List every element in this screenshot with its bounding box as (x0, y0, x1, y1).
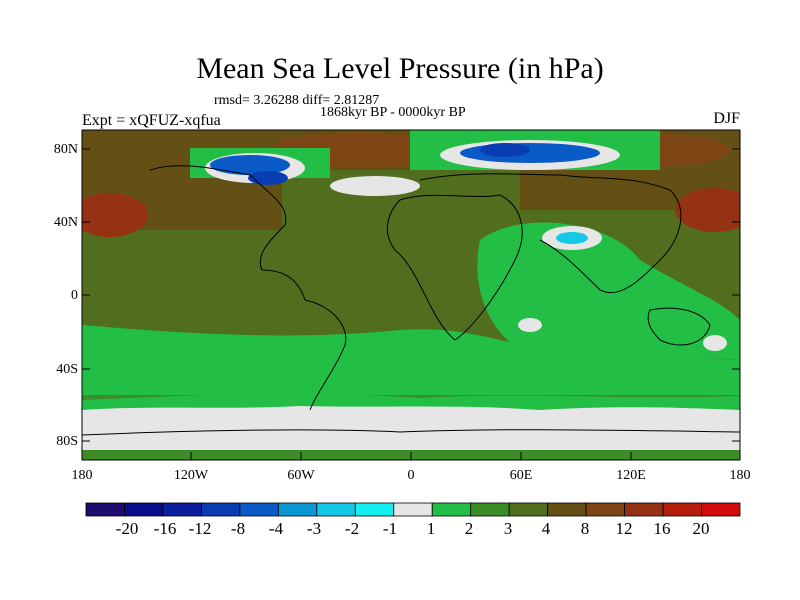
colorbar-label: -16 (153, 519, 177, 538)
colorbar-label: 20 (692, 519, 710, 538)
stats-line: rmsd= 3.26288 diff= 2.81287 (214, 93, 380, 108)
colorbar-swatch (393, 502, 433, 517)
colorbar-swatch (624, 502, 664, 517)
field-canada-low (210, 155, 290, 175)
colorbar-swatch (85, 502, 125, 517)
colorbar-swatch (316, 502, 356, 517)
coastline-australia (647, 307, 711, 346)
colorbar-swatch (162, 502, 202, 517)
field-tibet-low (556, 232, 588, 244)
colorbar-swatch (277, 502, 318, 517)
colorbar-label: 2 (464, 519, 474, 538)
experiment-label: Expt = xQFUZ-xqfua (82, 112, 221, 129)
colorbar-label: -3 (306, 519, 322, 538)
colorbar-label: 4 (541, 519, 551, 538)
field-canada-low-core (248, 171, 288, 185)
field-indian-ocean-white (518, 318, 542, 332)
field-pacific-high-east (675, 188, 740, 232)
colorbar-swatch (239, 502, 279, 517)
field-north-atlantic-white (330, 176, 420, 196)
pressure-field (82, 130, 740, 460)
field-arctic-low-core (480, 143, 530, 157)
field-antarctica-white (82, 406, 740, 450)
colorbar (85, 502, 741, 517)
field-indian-ocean (477, 222, 740, 360)
colorbar-label: -1 (382, 519, 398, 538)
colorbar-swatch (662, 502, 702, 517)
colorbar-label: 3 (503, 519, 513, 538)
period-line: 1868kyr BP - 0000kyr BP (320, 105, 466, 120)
lat-tick-label: 0 (71, 288, 78, 303)
colorbar-swatch (585, 502, 625, 517)
coastline-south-america (304, 299, 347, 411)
colorbar-label: -4 (268, 519, 284, 538)
colorbar-swatch (201, 502, 241, 517)
field-tasman-white (703, 335, 727, 351)
field-pacific-high-west (82, 193, 148, 237)
lon-tick-label: 60E (509, 468, 533, 483)
lat-tick-label: 40N (53, 215, 78, 230)
colorbar-label: -20 (115, 519, 139, 538)
colorbar-label: 16 (653, 519, 671, 538)
colorbar-label: 8 (580, 519, 590, 538)
colorbar-label: -8 (230, 519, 246, 538)
coastline-africa (386, 194, 523, 341)
colorbar-label: -12 (188, 519, 212, 538)
colorbar-label: -2 (344, 519, 360, 538)
lat-tick-label: 80N (53, 142, 78, 157)
coastline-antarctica (82, 429, 740, 436)
lon-tick-label: 120E (616, 468, 646, 483)
season-label: DJF (713, 110, 740, 127)
coastline-eurasia (419, 173, 682, 294)
colorbar-swatch (701, 502, 741, 517)
lon-tick-label: 120W (173, 468, 209, 483)
colorbar-swatch (124, 502, 164, 517)
lon-tick-label: 180 (729, 468, 751, 483)
colorbar-label: 1 (426, 519, 436, 538)
lon-tick-label: 180 (71, 468, 93, 483)
colorbar-swatch (431, 502, 472, 517)
map-title: Mean Sea Level Pressure (in hPa) (196, 52, 604, 85)
lon-tick-label: 0 (407, 468, 415, 483)
field-southern-ocean (82, 325, 740, 395)
field-arctic-low (460, 143, 600, 163)
lat-tick-label: 80S (56, 434, 78, 449)
colorbar-swatch (508, 502, 549, 517)
colorbar-swatch (354, 502, 395, 517)
colorbar-swatch (470, 502, 510, 517)
coastline-north-america (149, 165, 306, 301)
lon-tick-label: 60W (287, 468, 315, 483)
coastlines (82, 165, 740, 436)
lat-tick-label: 40S (56, 362, 78, 377)
colorbar-swatch (547, 502, 587, 517)
colorbar-label: 12 (615, 519, 633, 538)
axis-ticks (81, 148, 741, 460)
